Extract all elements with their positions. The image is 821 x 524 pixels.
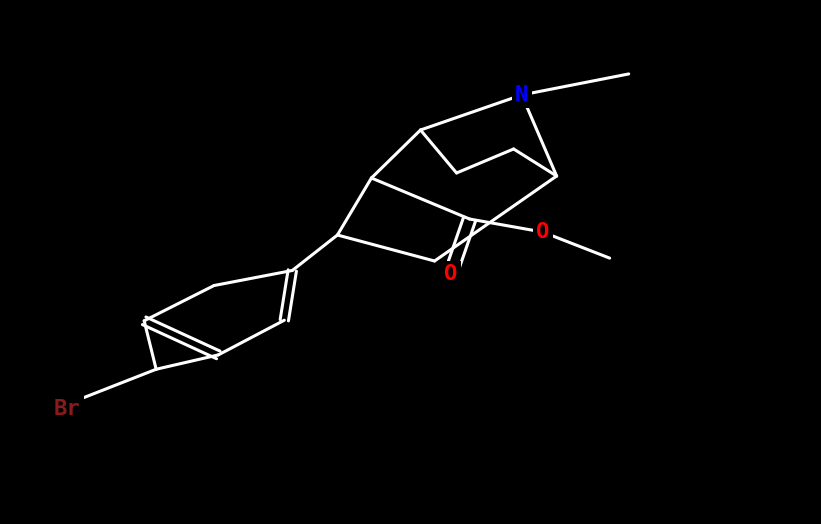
Text: N: N [515,85,529,105]
Text: Br: Br [54,399,80,419]
Text: O: O [444,264,457,284]
Text: O: O [536,222,549,242]
